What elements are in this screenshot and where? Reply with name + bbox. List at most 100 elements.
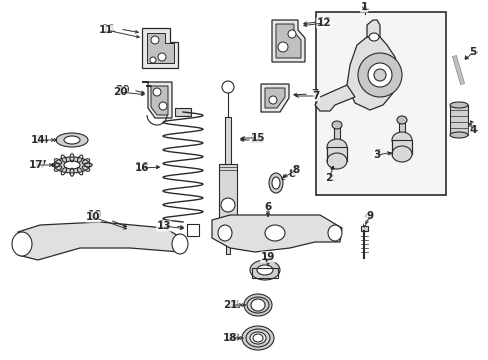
Text: 20: 20 [113,87,127,97]
Ellipse shape [172,234,187,254]
Polygon shape [142,82,172,118]
Text: 17: 17 [29,160,43,170]
Text: 13: 13 [158,220,172,230]
Text: 16: 16 [135,162,149,172]
Ellipse shape [242,326,273,350]
Text: 2: 2 [325,173,333,183]
Ellipse shape [326,139,346,155]
Ellipse shape [368,33,378,41]
Text: 6: 6 [264,202,271,212]
Text: 3: 3 [373,150,380,160]
Text: 14: 14 [31,135,45,145]
Ellipse shape [268,173,283,193]
Text: 7: 7 [312,91,319,101]
Text: 15: 15 [250,133,264,143]
Ellipse shape [278,42,287,52]
Text: 12: 12 [316,18,330,28]
Text: 15: 15 [249,135,264,145]
Text: 4: 4 [468,125,476,135]
Text: 1: 1 [360,2,367,12]
Polygon shape [18,222,184,260]
Text: 8: 8 [291,165,298,175]
Polygon shape [261,84,288,112]
Text: 9: 9 [364,213,371,223]
Text: 2: 2 [325,173,332,183]
Ellipse shape [357,53,401,97]
Ellipse shape [391,132,411,148]
Text: 19: 19 [260,253,275,263]
Bar [224,117,230,167]
Bar [315,12,445,195]
Text: 16: 16 [135,163,149,173]
Ellipse shape [12,232,32,256]
Bar [391,140,411,154]
Text: 8: 8 [292,165,299,175]
Polygon shape [314,85,354,111]
Ellipse shape [244,294,271,316]
Polygon shape [275,24,301,58]
Ellipse shape [396,116,406,124]
Text: 7: 7 [311,89,318,99]
Text: 12: 12 [317,17,331,27]
Ellipse shape [367,63,391,87]
Ellipse shape [331,121,341,129]
Ellipse shape [264,225,285,241]
Ellipse shape [158,53,165,61]
Ellipse shape [449,132,467,138]
Text: 18: 18 [223,333,237,343]
Ellipse shape [221,198,235,212]
Ellipse shape [326,153,346,169]
Ellipse shape [56,133,88,147]
Ellipse shape [327,225,341,241]
Bar [175,108,191,116]
Text: 15: 15 [250,135,264,145]
Ellipse shape [222,81,234,93]
Text: 11: 11 [99,25,113,35]
Bar [449,105,467,135]
Ellipse shape [250,299,264,311]
Ellipse shape [249,332,265,344]
Text: 3: 3 [374,149,381,159]
Bar [186,224,199,236]
Ellipse shape [257,265,272,275]
Text: 1: 1 [361,2,368,12]
Ellipse shape [287,30,295,38]
Ellipse shape [151,36,159,44]
Text: 4: 4 [469,125,477,135]
Text: 14: 14 [35,135,49,145]
Text: 5: 5 [468,47,476,57]
Ellipse shape [268,96,276,104]
Ellipse shape [54,157,90,173]
Ellipse shape [150,57,156,63]
Bar [219,164,237,224]
Polygon shape [212,215,341,252]
Text: 11: 11 [102,24,116,34]
Text: 21: 21 [223,300,237,310]
Ellipse shape [249,260,280,280]
Bar [326,147,346,161]
Text: 19: 19 [260,252,275,262]
Polygon shape [264,88,285,108]
Bar [333,125,339,147]
Polygon shape [146,86,168,115]
Text: 20: 20 [115,85,129,95]
Ellipse shape [271,177,280,189]
Polygon shape [271,20,305,62]
Polygon shape [142,28,178,68]
Ellipse shape [64,161,80,169]
Text: 10: 10 [85,212,100,222]
Ellipse shape [449,102,467,108]
Ellipse shape [153,88,161,96]
Ellipse shape [391,146,411,162]
Text: 13: 13 [157,221,171,231]
Polygon shape [346,37,399,110]
Polygon shape [366,20,379,37]
Text: 5: 5 [469,47,477,57]
Text: 8: 8 [288,169,295,179]
Ellipse shape [159,102,167,110]
Text: 18: 18 [225,333,240,343]
Polygon shape [147,33,174,63]
Text: 10: 10 [87,210,102,220]
Ellipse shape [64,136,80,144]
Bar [398,120,404,140]
